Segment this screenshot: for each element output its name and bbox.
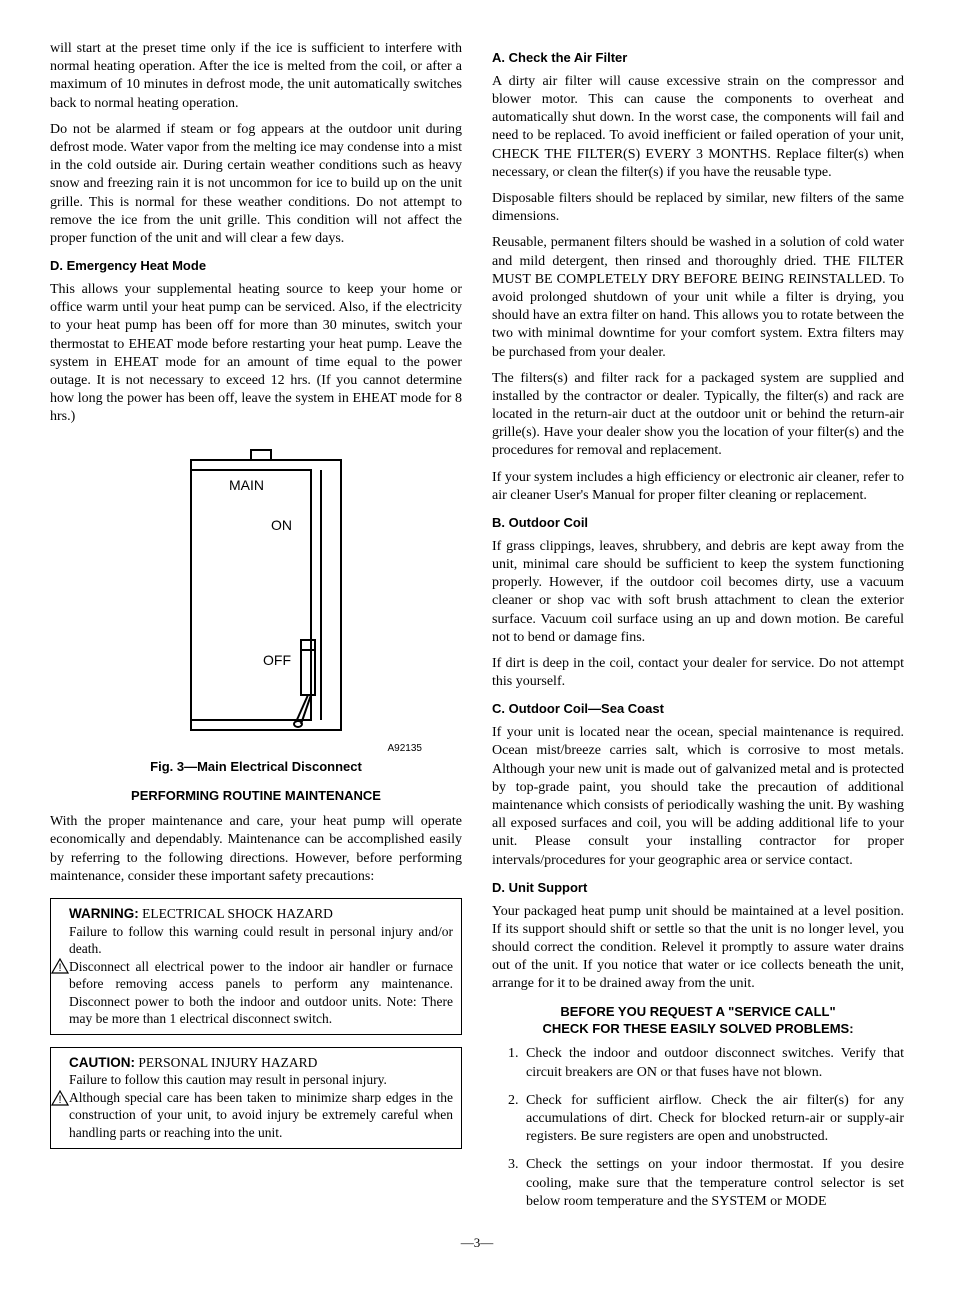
para: will start at the preset time only if th… — [50, 40, 462, 113]
list-item: Check the settings on your indoor thermo… — [522, 1156, 904, 1211]
para: Disposable filters should be replaced by… — [492, 190, 904, 226]
caution-box: ! CAUTION: PERSONAL INJURY HAZARD Failur… — [50, 1047, 462, 1149]
para: If dirt is deep in the coil, contact you… — [492, 655, 904, 691]
warning-title: ELECTRICAL SHOCK HAZARD — [142, 906, 333, 921]
warning-label: WARNING: — [69, 906, 139, 921]
para: Reusable, permanent filters should be wa… — [492, 234, 904, 361]
caution-label: CAUTION: — [69, 1055, 135, 1070]
fig-label-off: OFF — [263, 652, 291, 668]
para: With the proper maintenance and care, yo… — [50, 813, 462, 886]
para: If your unit is located near the ocean, … — [492, 724, 904, 870]
heading-d-support: D. Unit Support — [492, 880, 904, 897]
heading-maintenance: PERFORMING ROUTINE MAINTENANCE — [50, 788, 462, 805]
caution-line: Failure to follow this caution may resul… — [69, 1072, 387, 1087]
fig-label-main: MAIN — [229, 477, 264, 493]
warning-box: ! WARNING: ELECTRICAL SHOCK HAZARD Failu… — [50, 898, 462, 1035]
warning-line: Failure to follow this warning could res… — [69, 924, 453, 957]
svg-text:!: ! — [58, 1094, 61, 1106]
list-item: Check the indoor and outdoor disconnect … — [522, 1045, 904, 1081]
caution-title: PERSONAL INJURY HAZARD — [138, 1055, 317, 1070]
heading-c-seacoast: C. Outdoor Coil—Sea Coast — [492, 701, 904, 718]
troubleshoot-list: Check the indoor and outdoor disconnect … — [492, 1045, 904, 1211]
figure-disconnect: MAIN ON OFF — [50, 440, 462, 740]
caution-line: Although special care has been taken to … — [69, 1090, 453, 1140]
heading-service-2: CHECK FOR THESE EASILY SOLVED PROBLEMS: — [492, 1021, 904, 1038]
figure-refnum: A92135 — [50, 742, 422, 755]
figure-caption: Fig. 3—Main Electrical Disconnect — [50, 759, 462, 776]
para: Your packaged heat pump unit should be m… — [492, 903, 904, 994]
heading-b-coil: B. Outdoor Coil — [492, 515, 904, 532]
list-item: Check for sufficient airflow. Check the … — [522, 1092, 904, 1147]
para: This allows your supplemental heating so… — [50, 281, 462, 427]
fig-label-on: ON — [271, 517, 292, 533]
caution-icon: ! — [51, 1048, 69, 1148]
svg-text:!: ! — [58, 962, 61, 974]
para: A dirty air filter will cause excessive … — [492, 73, 904, 182]
heading-a-filter: A. Check the Air Filter — [492, 50, 904, 67]
warning-line: Disconnect all electrical power to the i… — [69, 959, 453, 1027]
para: If your system includes a high efficienc… — [492, 469, 904, 505]
page-number: —3— — [50, 1235, 904, 1252]
para: If grass clippings, leaves, shrubbery, a… — [492, 538, 904, 647]
heading-d-emergency: D. Emergency Heat Mode — [50, 258, 462, 275]
para: Do not be alarmed if steam or fog appear… — [50, 121, 462, 248]
para: The filters(s) and filter rack for a pac… — [492, 370, 904, 461]
heading-service-1: BEFORE YOU REQUEST A "SERVICE CALL" — [492, 1004, 904, 1021]
warning-icon: ! — [51, 899, 69, 1034]
